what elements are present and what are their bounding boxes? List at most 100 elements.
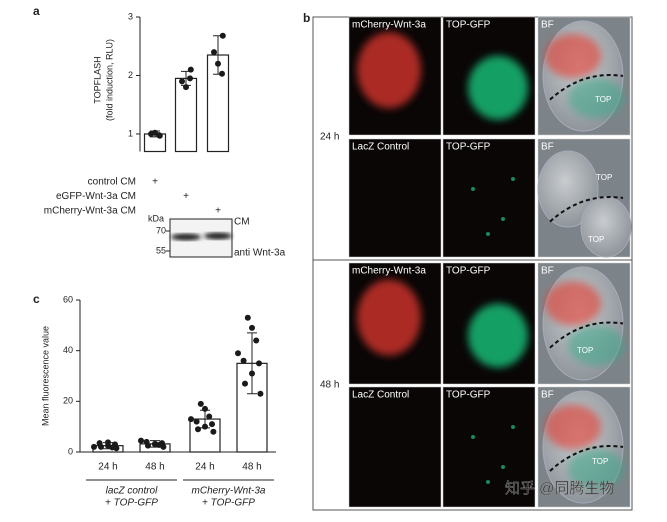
panel-label: b [303, 11, 310, 25]
y-tick-label: 3 [128, 11, 133, 21]
data-point [211, 49, 217, 56]
green-dot [501, 465, 505, 469]
channel-label: BF [541, 266, 554, 277]
channel-label: TOP-GFP [446, 142, 491, 153]
channel-label: BF [541, 20, 554, 31]
data-point [187, 75, 193, 82]
image-bg [348, 386, 442, 508]
y-tick-label: 40 [63, 345, 73, 355]
blot-marker: 70 [156, 225, 166, 235]
data-point [215, 60, 221, 67]
channel-label: TOP-GFP [446, 266, 491, 277]
micrograph [537, 138, 632, 258]
band [204, 232, 232, 240]
green-dot [501, 217, 505, 221]
channel-label: TOP-GFP [446, 390, 491, 401]
micrograph [348, 138, 442, 258]
data-point [202, 423, 208, 430]
data-point [195, 426, 201, 433]
green-signal [568, 325, 624, 366]
data-point [152, 440, 158, 447]
group-label: + TOP-GFP [202, 498, 255, 509]
micrograph [442, 16, 536, 136]
red-signal [545, 281, 601, 326]
data-point [187, 66, 194, 73]
time-label: 24 h [320, 132, 339, 143]
x-tick-label: 48 h [242, 462, 261, 473]
blot-label: CM [234, 217, 250, 228]
data-point [179, 78, 185, 85]
boundary [549, 321, 624, 349]
panel-label: c [33, 292, 40, 306]
red-signal [357, 32, 421, 109]
data-point [197, 400, 204, 407]
red-signal [357, 279, 421, 356]
image-bg [442, 138, 536, 258]
data-point [96, 440, 103, 447]
blot-unit: kDa [148, 213, 164, 223]
group-label: + TOP-GFP [105, 498, 158, 509]
data-point [257, 390, 264, 397]
y-axis-label: Mean fluorescence value [40, 326, 50, 426]
data-point [256, 360, 262, 367]
micrograph [442, 386, 536, 508]
data-point [105, 439, 111, 446]
micrograph [537, 16, 631, 136]
bf-label: TOP [592, 457, 608, 466]
watermark: 知乎 @同腾生物 [505, 480, 614, 497]
y-axis-label: (fold induction, RLU) [104, 39, 114, 121]
green-signal [568, 449, 624, 489]
y-tick-label: 60 [63, 294, 73, 304]
data-point [183, 84, 189, 91]
data-point [206, 413, 213, 420]
cell [580, 196, 632, 258]
micrograph [442, 262, 536, 385]
data-point [240, 357, 247, 364]
green-dot [471, 187, 475, 191]
micrograph [537, 386, 631, 508]
data-point [202, 405, 208, 412]
data-point [193, 418, 200, 425]
y-tick-label: 20 [63, 396, 73, 406]
channel-label: BF [541, 142, 554, 153]
y-tick-label: 2 [128, 70, 133, 80]
data-point [109, 444, 116, 451]
data-point [249, 324, 255, 331]
image-bg [442, 386, 536, 508]
data-point [249, 370, 255, 377]
image-bg [348, 138, 442, 258]
y-tick-label: 1 [128, 128, 133, 138]
blot-label: anti Wnt-3a [234, 248, 286, 259]
row-mark: + [183, 191, 189, 202]
x-tick-label: 24 h [195, 462, 214, 473]
y-tick-label: 0 [68, 446, 73, 456]
micrograph [348, 16, 442, 136]
data-point [253, 337, 260, 344]
channel-label: LacZ Control [352, 390, 409, 401]
error-bar [247, 332, 257, 395]
data-point [235, 350, 241, 357]
panel-label: a [33, 4, 40, 18]
data-point [143, 438, 150, 445]
x-tick-label: 48 h [145, 462, 164, 473]
x-tick-label: 24 h [98, 462, 117, 473]
data-point [210, 428, 217, 435]
channel-label: mCherry-Wnt-3a [352, 266, 426, 277]
micrograph [348, 262, 442, 385]
time-label: 48 h [320, 380, 339, 391]
data-point [244, 314, 251, 321]
data-point [188, 416, 194, 423]
channel-label: mCherry-Wnt-3a [352, 20, 426, 31]
green-signal [468, 303, 528, 368]
row-mark: + [152, 177, 158, 188]
blot-marker: 55 [156, 245, 166, 255]
bf-label: TOP [577, 346, 593, 355]
group-label: lacZ control [106, 486, 158, 497]
green-dot [471, 435, 475, 439]
band [171, 233, 201, 241]
boundary [549, 196, 624, 223]
green-dot [486, 480, 490, 484]
green-dot [511, 425, 515, 429]
bf-label: TOP [596, 173, 612, 182]
